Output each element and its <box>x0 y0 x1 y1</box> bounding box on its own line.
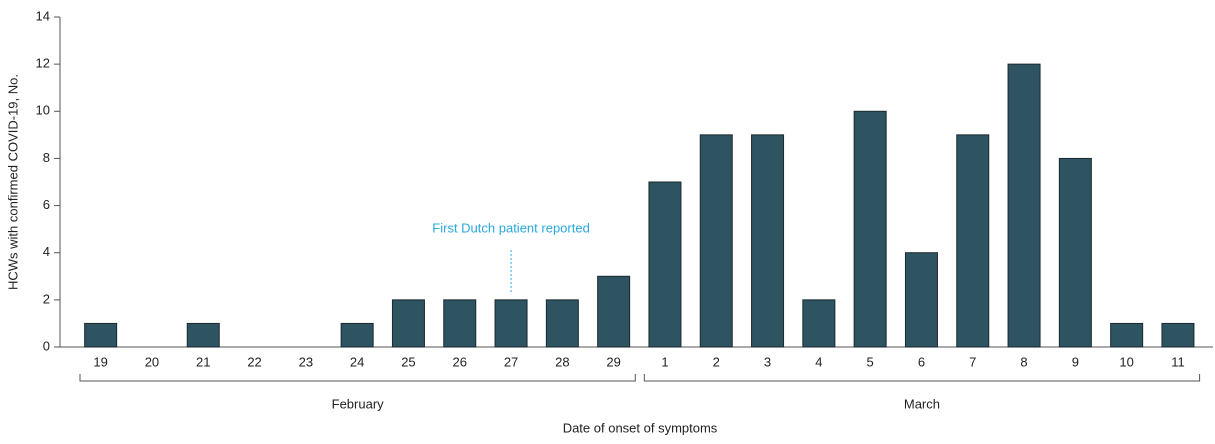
y-tick-label: 12 <box>36 56 50 71</box>
x-tick-label: 29 <box>606 354 620 369</box>
bar <box>84 322 118 348</box>
bar <box>340 322 374 348</box>
bar <box>802 299 836 348</box>
bar <box>597 275 631 348</box>
x-tick-label: 22 <box>247 354 261 369</box>
bar <box>699 134 733 348</box>
y-tick-label: 10 <box>36 103 50 118</box>
bar <box>904 252 938 348</box>
x-tick-label: 8 <box>1020 354 1027 369</box>
y-tick-label: 0 <box>43 338 50 353</box>
y-tick-label: 6 <box>43 197 50 212</box>
x-tick-label: 1 <box>661 354 668 369</box>
bar <box>391 299 425 348</box>
group-bracket <box>643 374 1201 382</box>
x-tick-label: 11 <box>1171 354 1185 369</box>
y-tick-label: 8 <box>43 150 50 165</box>
bar <box>853 110 887 348</box>
x-tick-label: 19 <box>93 354 107 369</box>
x-tick-label: 25 <box>401 354 415 369</box>
y-tick-label: 2 <box>43 291 50 306</box>
bar <box>186 322 220 348</box>
bar <box>956 134 990 348</box>
x-tick-label: 21 <box>196 354 210 369</box>
x-tick-label: 24 <box>350 354 364 369</box>
bar <box>1007 63 1041 348</box>
x-tick-label: 6 <box>918 354 925 369</box>
bar <box>1058 157 1092 348</box>
group-bracket <box>79 374 636 382</box>
x-tick-label: 5 <box>867 354 874 369</box>
annotation: First Dutch patient reported <box>432 220 590 235</box>
x-tick-label: 23 <box>299 354 313 369</box>
y-tick-label: 14 <box>36 8 50 23</box>
x-tick-label: 7 <box>969 354 976 369</box>
x-tick-label: 27 <box>504 354 518 369</box>
x-tick-label: 26 <box>453 354 467 369</box>
bar <box>648 181 682 348</box>
bar <box>751 134 785 348</box>
bar <box>1161 322 1195 348</box>
bar <box>1110 322 1144 348</box>
group-label: March <box>904 396 940 411</box>
x-axis-title: Date of onset of symptoms <box>563 420 718 435</box>
bar <box>545 299 579 348</box>
group-label: February <box>332 396 385 411</box>
x-tick-label: 3 <box>764 354 771 369</box>
x-tick-label: 9 <box>1072 354 1079 369</box>
x-tick-label: 2 <box>713 354 720 369</box>
x-tick-label: 28 <box>555 354 569 369</box>
y-axis-title: HCWs with confirmed COVID-19, No. <box>5 74 20 290</box>
bar <box>494 299 528 348</box>
x-tick-label: 20 <box>145 354 159 369</box>
y-tick-label: 4 <box>43 244 50 259</box>
x-tick-label: 10 <box>1119 354 1133 369</box>
bar <box>443 299 477 348</box>
x-tick-label: 4 <box>815 354 822 369</box>
